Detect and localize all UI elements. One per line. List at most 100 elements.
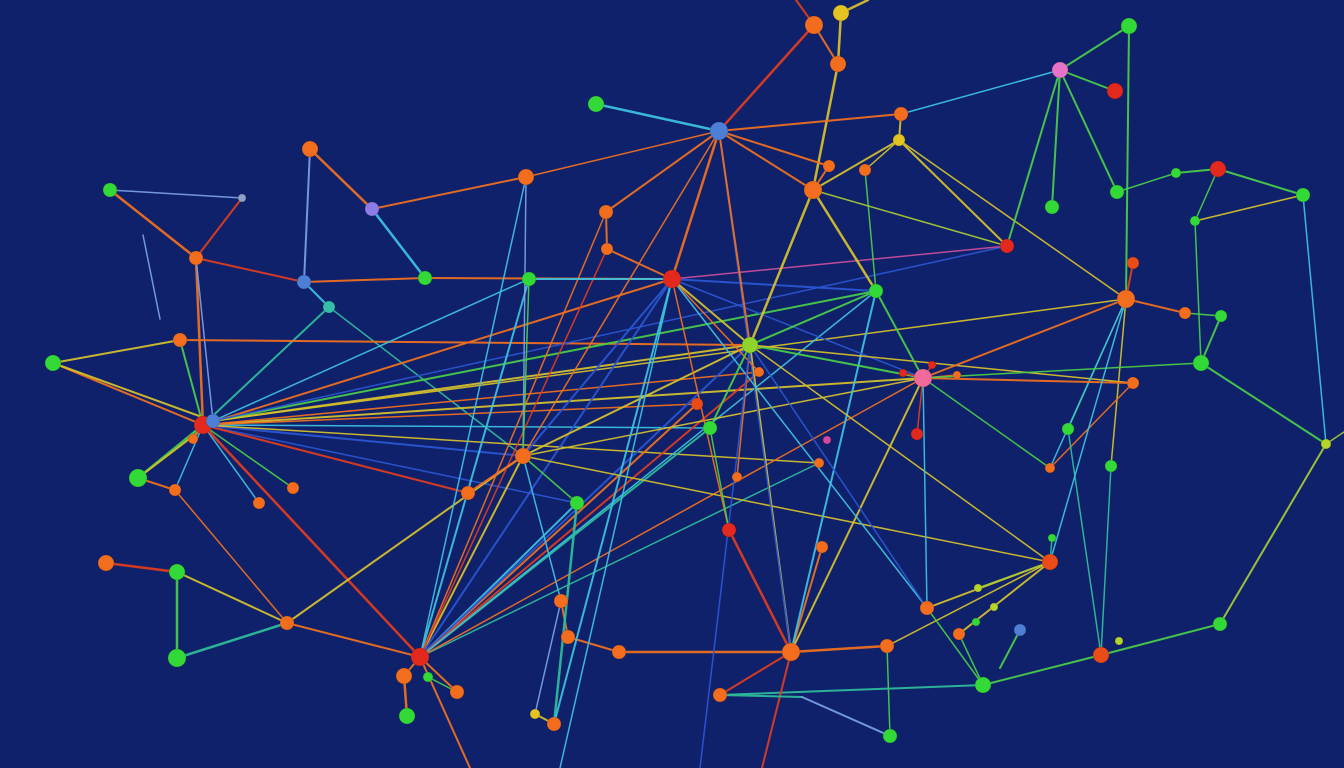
graph-node[interactable] bbox=[1092, 646, 1110, 664]
graph-node[interactable] bbox=[781, 642, 801, 662]
graph-node[interactable] bbox=[952, 627, 966, 641]
graph-node[interactable] bbox=[187, 433, 199, 445]
graph-node[interactable] bbox=[1013, 623, 1027, 637]
graph-node[interactable] bbox=[102, 182, 118, 198]
graph-node[interactable] bbox=[882, 728, 898, 744]
graph-node[interactable] bbox=[128, 468, 148, 488]
graph-node[interactable] bbox=[449, 684, 465, 700]
graph-edge bbox=[922, 298, 1127, 379]
graph-node[interactable] bbox=[898, 368, 908, 378]
graph-node[interactable] bbox=[1044, 199, 1060, 215]
graph-node[interactable] bbox=[569, 495, 585, 511]
graph-node[interactable] bbox=[858, 163, 872, 177]
graph-node[interactable] bbox=[1126, 376, 1140, 390]
graph-node[interactable] bbox=[1120, 17, 1138, 35]
graph-node[interactable] bbox=[803, 180, 823, 200]
graph-node[interactable] bbox=[1041, 553, 1059, 571]
graph-node[interactable] bbox=[1170, 167, 1182, 179]
graph-node[interactable] bbox=[188, 250, 204, 266]
graph-node[interactable] bbox=[868, 283, 884, 299]
graph-node[interactable] bbox=[1192, 354, 1210, 372]
graph-node[interactable] bbox=[1116, 289, 1136, 309]
graph-node[interactable] bbox=[1106, 82, 1124, 100]
graph-node[interactable] bbox=[1295, 187, 1311, 203]
graph-node[interactable] bbox=[822, 159, 836, 173]
graph-node[interactable] bbox=[971, 617, 981, 627]
graph-node[interactable] bbox=[913, 368, 933, 388]
graph-node[interactable] bbox=[829, 55, 847, 73]
graph-node[interactable] bbox=[172, 332, 188, 348]
graph-node[interactable] bbox=[1126, 256, 1140, 270]
graph-node[interactable] bbox=[1320, 438, 1332, 450]
graph-node[interactable] bbox=[690, 397, 704, 411]
graph-node[interactable] bbox=[910, 427, 924, 441]
graph-node[interactable] bbox=[741, 336, 759, 354]
graph-node[interactable] bbox=[252, 496, 266, 510]
graph-node[interactable] bbox=[731, 471, 743, 483]
graph-node[interactable] bbox=[44, 354, 62, 372]
graph-node[interactable] bbox=[168, 563, 186, 581]
graph-node[interactable] bbox=[1109, 184, 1125, 200]
graph-node[interactable] bbox=[879, 638, 895, 654]
graph-node[interactable] bbox=[422, 671, 434, 683]
graph-node[interactable] bbox=[560, 629, 576, 645]
graph-node[interactable] bbox=[709, 121, 729, 141]
graph-node[interactable] bbox=[919, 600, 935, 616]
graph-node[interactable] bbox=[1209, 160, 1227, 178]
graph-node[interactable] bbox=[893, 106, 909, 122]
graph-node[interactable] bbox=[546, 716, 562, 732]
graph-node[interactable] bbox=[973, 583, 983, 593]
graph-node[interactable] bbox=[1114, 636, 1124, 646]
graph-node[interactable] bbox=[952, 370, 962, 380]
graph-node[interactable] bbox=[301, 140, 319, 158]
graph-node[interactable] bbox=[587, 95, 605, 113]
graph-node[interactable] bbox=[417, 270, 433, 286]
graph-node[interactable] bbox=[553, 593, 569, 609]
graph-node[interactable] bbox=[97, 554, 115, 572]
graph-node[interactable] bbox=[1044, 462, 1056, 474]
graph-node[interactable] bbox=[286, 481, 300, 495]
graph-node[interactable] bbox=[514, 447, 532, 465]
graph-node[interactable] bbox=[662, 269, 682, 289]
graph-node[interactable] bbox=[712, 687, 728, 703]
graph-node[interactable] bbox=[1047, 533, 1057, 543]
graph-node[interactable] bbox=[598, 204, 614, 220]
graph-node[interactable] bbox=[410, 647, 430, 667]
graph-node[interactable] bbox=[721, 522, 737, 538]
graph-node[interactable] bbox=[296, 274, 312, 290]
graph-node[interactable] bbox=[813, 457, 825, 469]
graph-node[interactable] bbox=[804, 15, 824, 35]
graph-node[interactable] bbox=[521, 271, 537, 287]
graph-node[interactable] bbox=[1189, 215, 1201, 227]
graph-node[interactable] bbox=[167, 648, 187, 668]
graph-node[interactable] bbox=[999, 238, 1015, 254]
graph-node[interactable] bbox=[974, 676, 992, 694]
graph-node[interactable] bbox=[927, 360, 937, 370]
graph-node[interactable] bbox=[364, 201, 380, 217]
graph-node[interactable] bbox=[460, 485, 476, 501]
graph-node[interactable] bbox=[1104, 459, 1118, 473]
graph-node[interactable] bbox=[600, 242, 614, 256]
graph-node[interactable] bbox=[279, 615, 295, 631]
graph-node[interactable] bbox=[168, 483, 182, 497]
graph-node[interactable] bbox=[395, 667, 413, 685]
graph-node[interactable] bbox=[822, 435, 832, 445]
graph-node[interactable] bbox=[753, 366, 765, 378]
graph-node[interactable] bbox=[205, 413, 221, 429]
graph-node[interactable] bbox=[237, 193, 247, 203]
graph-node[interactable] bbox=[832, 4, 850, 22]
graph-node[interactable] bbox=[322, 300, 336, 314]
graph-node[interactable] bbox=[1061, 422, 1075, 436]
graph-node[interactable] bbox=[702, 420, 718, 436]
graph-node[interactable] bbox=[892, 133, 906, 147]
graph-node[interactable] bbox=[398, 707, 416, 725]
graph-node[interactable] bbox=[1212, 616, 1228, 632]
graph-node[interactable] bbox=[1214, 309, 1228, 323]
graph-node[interactable] bbox=[517, 168, 535, 186]
graph-node[interactable] bbox=[1178, 306, 1192, 320]
graph-node[interactable] bbox=[1051, 61, 1069, 79]
graph-node[interactable] bbox=[529, 708, 541, 720]
graph-node[interactable] bbox=[611, 644, 627, 660]
graph-node[interactable] bbox=[815, 540, 829, 554]
graph-node[interactable] bbox=[989, 602, 999, 612]
